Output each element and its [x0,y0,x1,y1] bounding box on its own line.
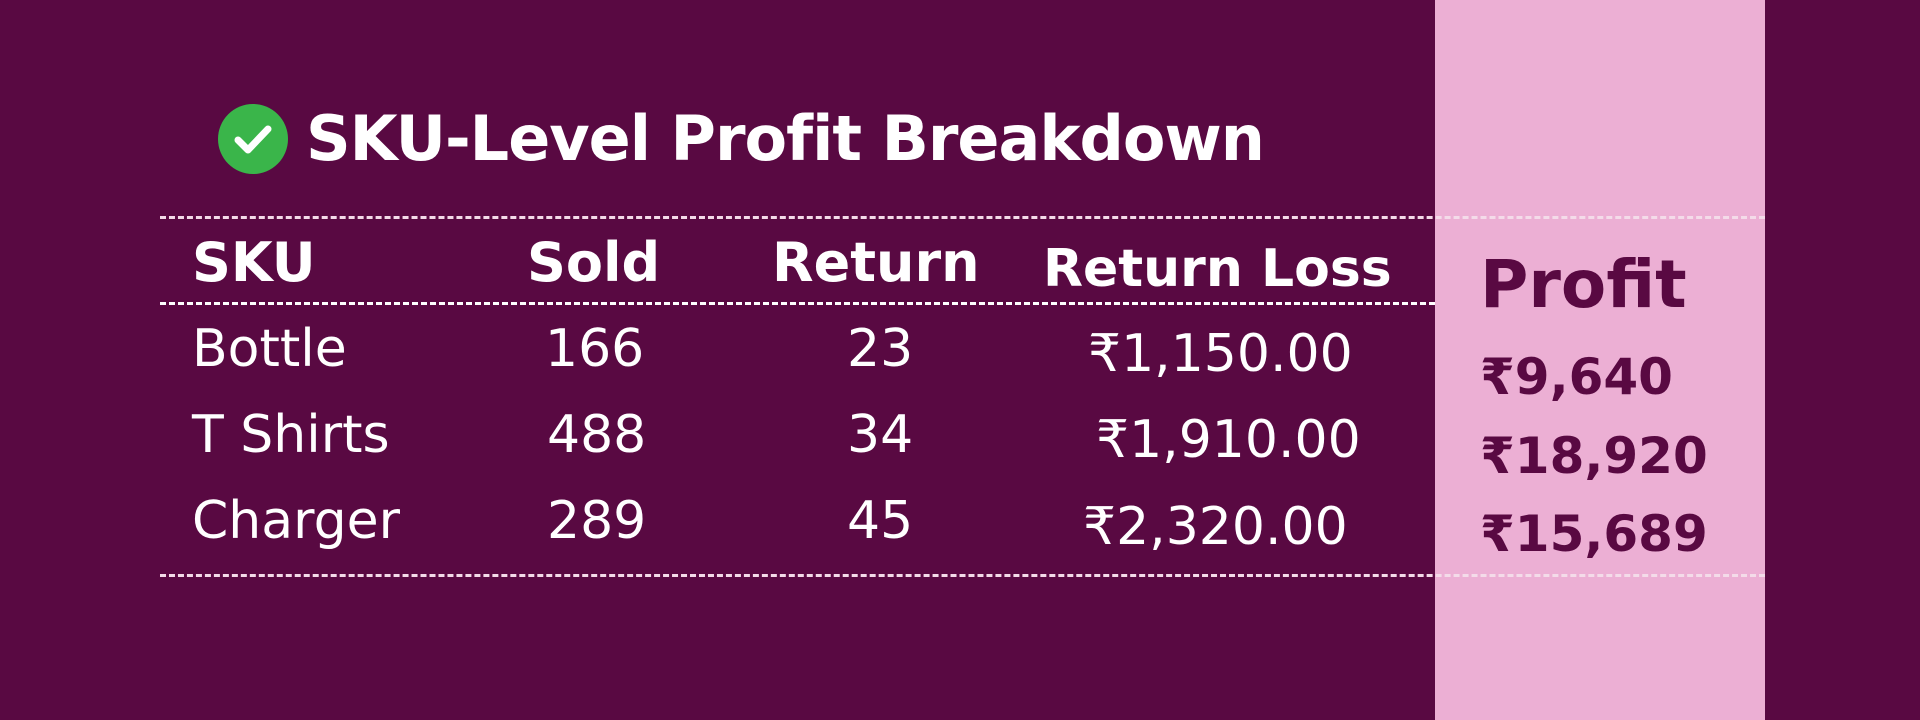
header-return: Return [772,231,980,294]
header-divider [160,302,1435,305]
title-row: SKU-Level Profit Breakdown [218,102,1265,175]
header-return-loss: Return Loss [1043,239,1392,299]
row-bottle-return-loss: ₹1,150.00 [1088,324,1353,384]
row-tshirts-return-loss: ₹1,910.00 [1096,410,1361,470]
row-bottle-sku: Bottle [192,319,347,379]
table-bottom-divider [160,574,1765,577]
table-top-divider [160,216,1765,219]
row-bottle-return: 23 [847,319,914,379]
profit-column-band [1435,0,1765,720]
page-title: SKU-Level Profit Breakdown [306,102,1265,175]
row-charger-sku: Charger [192,491,400,551]
row-bottle-sold: 166 [545,319,645,379]
row-tshirts-return: 34 [847,405,914,465]
row-tshirts-profit: ₹18,920 [1480,427,1708,485]
row-charger-sold: 289 [547,491,647,551]
row-charger-return: 45 [847,491,914,551]
row-charger-profit: ₹15,689 [1480,505,1708,563]
row-bottle-profit: ₹9,640 [1480,348,1673,406]
header-profit: Profit [1480,246,1687,323]
row-tshirts-sku: T Shirts [192,405,390,465]
header-sku: SKU [192,231,316,294]
row-tshirts-sold: 488 [547,405,647,465]
header-sold: Sold [527,231,661,294]
check-circle-icon [218,104,288,174]
row-charger-return-loss: ₹2,320.00 [1083,497,1348,557]
